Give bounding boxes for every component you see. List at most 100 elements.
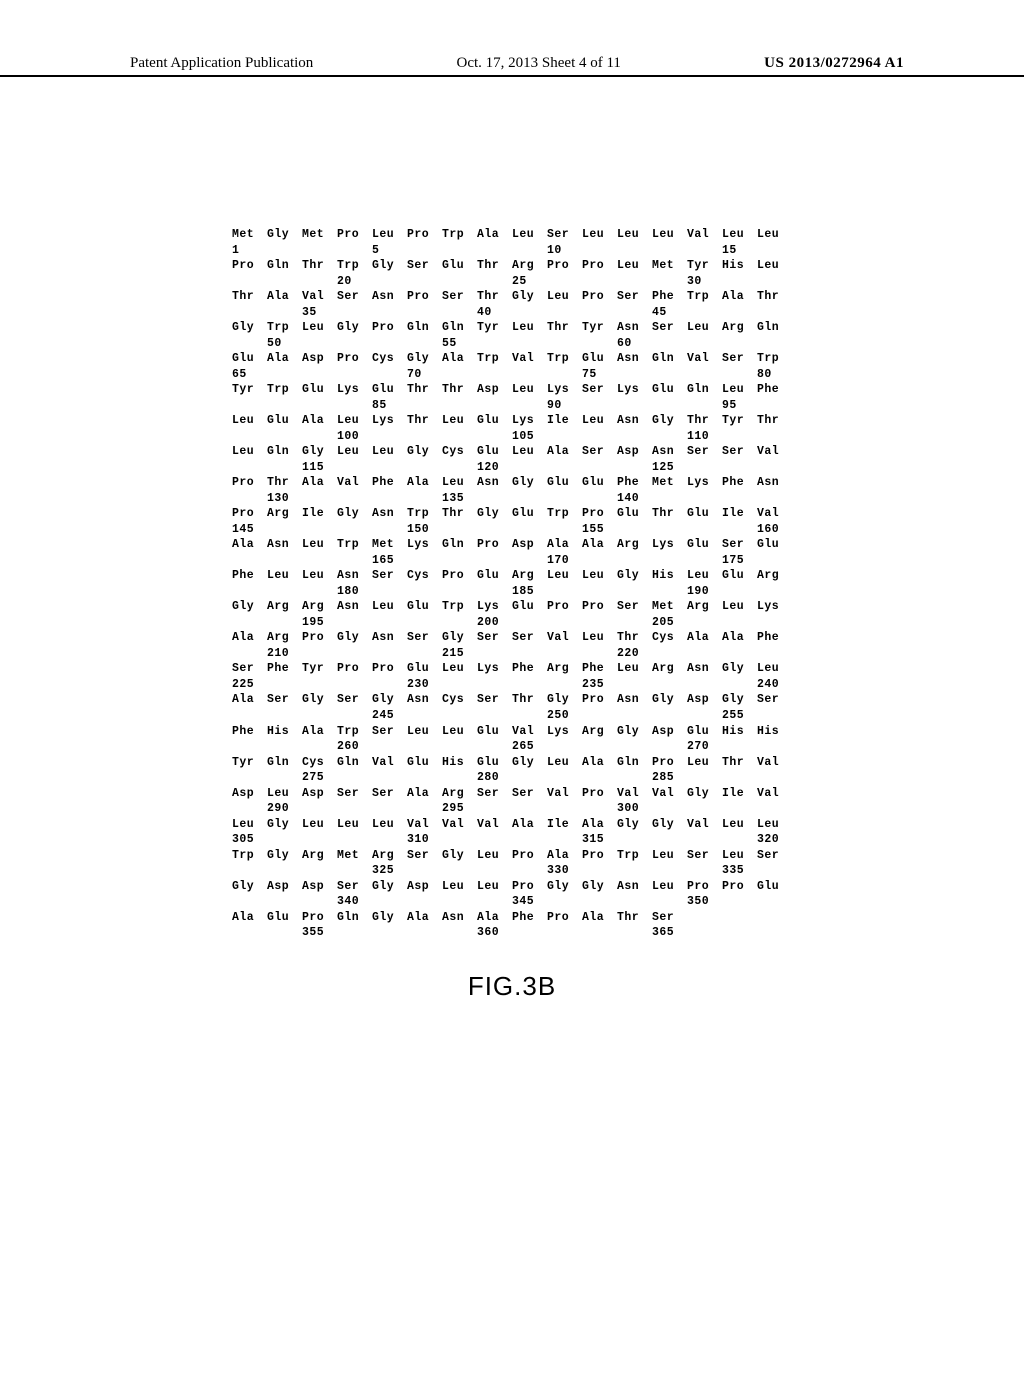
- residue: Ser: [442, 289, 477, 305]
- residue: Glu: [477, 755, 512, 771]
- residue: Leu: [722, 848, 757, 864]
- residue: Thr: [547, 320, 582, 336]
- residue: Asp: [652, 724, 687, 740]
- residue: Ser: [337, 879, 372, 895]
- residue: Phe: [722, 475, 757, 491]
- position-number: 290: [267, 801, 302, 817]
- residue: Cys: [442, 692, 477, 708]
- residue: Leu: [582, 630, 617, 646]
- residue: Pro: [547, 258, 582, 274]
- residue: Asn: [337, 568, 372, 584]
- position-number: 260: [337, 739, 372, 755]
- residue: Ile: [722, 506, 757, 522]
- residue: Met: [652, 599, 687, 615]
- position-number: 10: [547, 243, 582, 259]
- residue: Asn: [337, 599, 372, 615]
- residue: Trp: [617, 848, 652, 864]
- residue: Tyr: [477, 320, 512, 336]
- residue: Pro: [232, 258, 267, 274]
- residue: Lys: [477, 661, 512, 677]
- residue: Lys: [652, 537, 687, 553]
- residue: Val: [757, 786, 792, 802]
- residue: Arg: [652, 661, 687, 677]
- residue: Glu: [582, 351, 617, 367]
- residue: Val: [757, 755, 792, 771]
- residue: His: [652, 568, 687, 584]
- residue: Pro: [512, 848, 547, 864]
- residue: Met: [232, 227, 267, 243]
- sequence-residue-row: GlyArgArgAsnLeuGluTrpLysGluProProSerMetA…: [232, 599, 792, 615]
- residue: Leu: [477, 879, 512, 895]
- residue: Glu: [442, 258, 477, 274]
- residue: Asp: [407, 879, 442, 895]
- sequence-position-row: 505560: [232, 336, 792, 352]
- sequence-residue-row: TrpGlyArgMetArgSerGlyLeuProAlaProTrpLeuS…: [232, 848, 792, 864]
- residue: Asn: [617, 879, 652, 895]
- residue: Leu: [582, 568, 617, 584]
- residue: Phe: [512, 910, 547, 926]
- residue: Trp: [407, 506, 442, 522]
- residue: Ser: [757, 848, 792, 864]
- residue: Ser: [652, 910, 687, 926]
- sequence-residue-row: ThrAlaValSerAsnProSerThrGlyLeuProSerPheT…: [232, 289, 792, 305]
- residue: Leu: [652, 848, 687, 864]
- residue: Phe: [232, 724, 267, 740]
- residue: Val: [442, 817, 477, 833]
- position-number: 145: [232, 522, 267, 538]
- residue: Ser: [652, 320, 687, 336]
- residue: Leu: [547, 755, 582, 771]
- residue: Ser: [372, 786, 407, 802]
- position-number: 340: [337, 894, 372, 910]
- residue: Glu: [687, 506, 722, 522]
- residue: Ala: [687, 630, 722, 646]
- residue: Tyr: [302, 661, 337, 677]
- residue: Ser: [722, 351, 757, 367]
- residue: Cys: [302, 755, 337, 771]
- residue: Trp: [337, 537, 372, 553]
- residue: Gln: [337, 755, 372, 771]
- residue: Pro: [582, 258, 617, 274]
- residue: Gln: [617, 755, 652, 771]
- position-number: 225: [232, 677, 267, 693]
- residue: Glu: [687, 537, 722, 553]
- residue: Ala: [232, 630, 267, 646]
- residue: Gln: [337, 910, 372, 926]
- position-number: 305: [232, 832, 267, 848]
- residue: Leu: [722, 382, 757, 398]
- residue: Arg: [267, 506, 302, 522]
- sequence-position-row: 355360365: [232, 925, 792, 941]
- residue: Gly: [442, 630, 477, 646]
- residue: Glu: [267, 413, 302, 429]
- sequence-residue-row: MetGlyMetProLeuProTrpAlaLeuSerLeuLeuLeuV…: [232, 227, 792, 243]
- residue: Ala: [582, 537, 617, 553]
- sequence-residue-row: GlyAspAspSerGlyAspLeuLeuProGlyGlyAsnLeuP…: [232, 879, 792, 895]
- residue: Thr: [407, 413, 442, 429]
- residue: Asn: [372, 289, 407, 305]
- residue: Trp: [337, 258, 372, 274]
- residue: Ser: [407, 630, 442, 646]
- position-number: 330: [547, 863, 582, 879]
- residue: Pro: [582, 848, 617, 864]
- residue: Glu: [757, 879, 792, 895]
- residue: Leu: [232, 817, 267, 833]
- residue: Gly: [372, 910, 407, 926]
- residue: Glu: [477, 568, 512, 584]
- residue: Leu: [512, 227, 547, 243]
- residue: Leu: [547, 568, 582, 584]
- residue: Thr: [477, 289, 512, 305]
- residue: Pro: [372, 661, 407, 677]
- residue: Leu: [267, 568, 302, 584]
- residue: Pro: [337, 351, 372, 367]
- residue: Ser: [512, 786, 547, 802]
- residue: Val: [477, 817, 512, 833]
- residue: Leu: [617, 258, 652, 274]
- residue: Thr: [302, 258, 337, 274]
- sequence-position-row: 354045: [232, 305, 792, 321]
- residue: Arg: [617, 537, 652, 553]
- residue: Ser: [407, 848, 442, 864]
- residue: Pro: [582, 786, 617, 802]
- sequence-residue-row: AlaGluProGlnGlyAlaAsnAlaPheProAlaThrSer: [232, 910, 792, 926]
- residue: Gln: [442, 320, 477, 336]
- residue: Leu: [687, 320, 722, 336]
- residue: Pro: [337, 227, 372, 243]
